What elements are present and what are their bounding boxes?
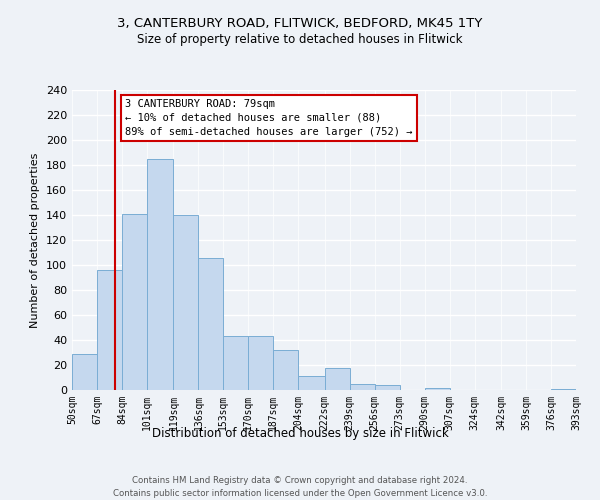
Text: 3, CANTERBURY ROAD, FLITWICK, BEDFORD, MK45 1TY: 3, CANTERBURY ROAD, FLITWICK, BEDFORD, M… [118,18,482,30]
Bar [199,258,223,390]
Text: Contains public sector information licensed under the Open Government Licence v3: Contains public sector information licen… [113,489,487,498]
Text: 3 CANTERBURY ROAD: 79sqm
← 10% of detached houses are smaller (88)
89% of semi-d: 3 CANTERBURY ROAD: 79sqm ← 10% of detach… [125,99,412,136]
Text: Size of property relative to detached houses in Flitwick: Size of property relative to detached ho… [137,32,463,46]
Bar [248,336,274,390]
Text: Distribution of detached houses by size in Flitwick: Distribution of detached houses by size … [152,428,448,440]
Bar [298,376,325,390]
Bar [173,215,199,390]
Bar [325,368,350,390]
Y-axis label: Number of detached properties: Number of detached properties [31,152,40,328]
Bar [374,385,400,390]
Bar [97,270,122,390]
Bar [425,388,449,390]
Bar [223,336,248,390]
Bar [122,214,147,390]
Text: Contains HM Land Registry data © Crown copyright and database right 2024.: Contains HM Land Registry data © Crown c… [132,476,468,485]
Bar [551,389,576,390]
Bar [274,350,298,390]
Bar [147,159,173,390]
Bar [72,354,97,390]
Bar [350,384,374,390]
